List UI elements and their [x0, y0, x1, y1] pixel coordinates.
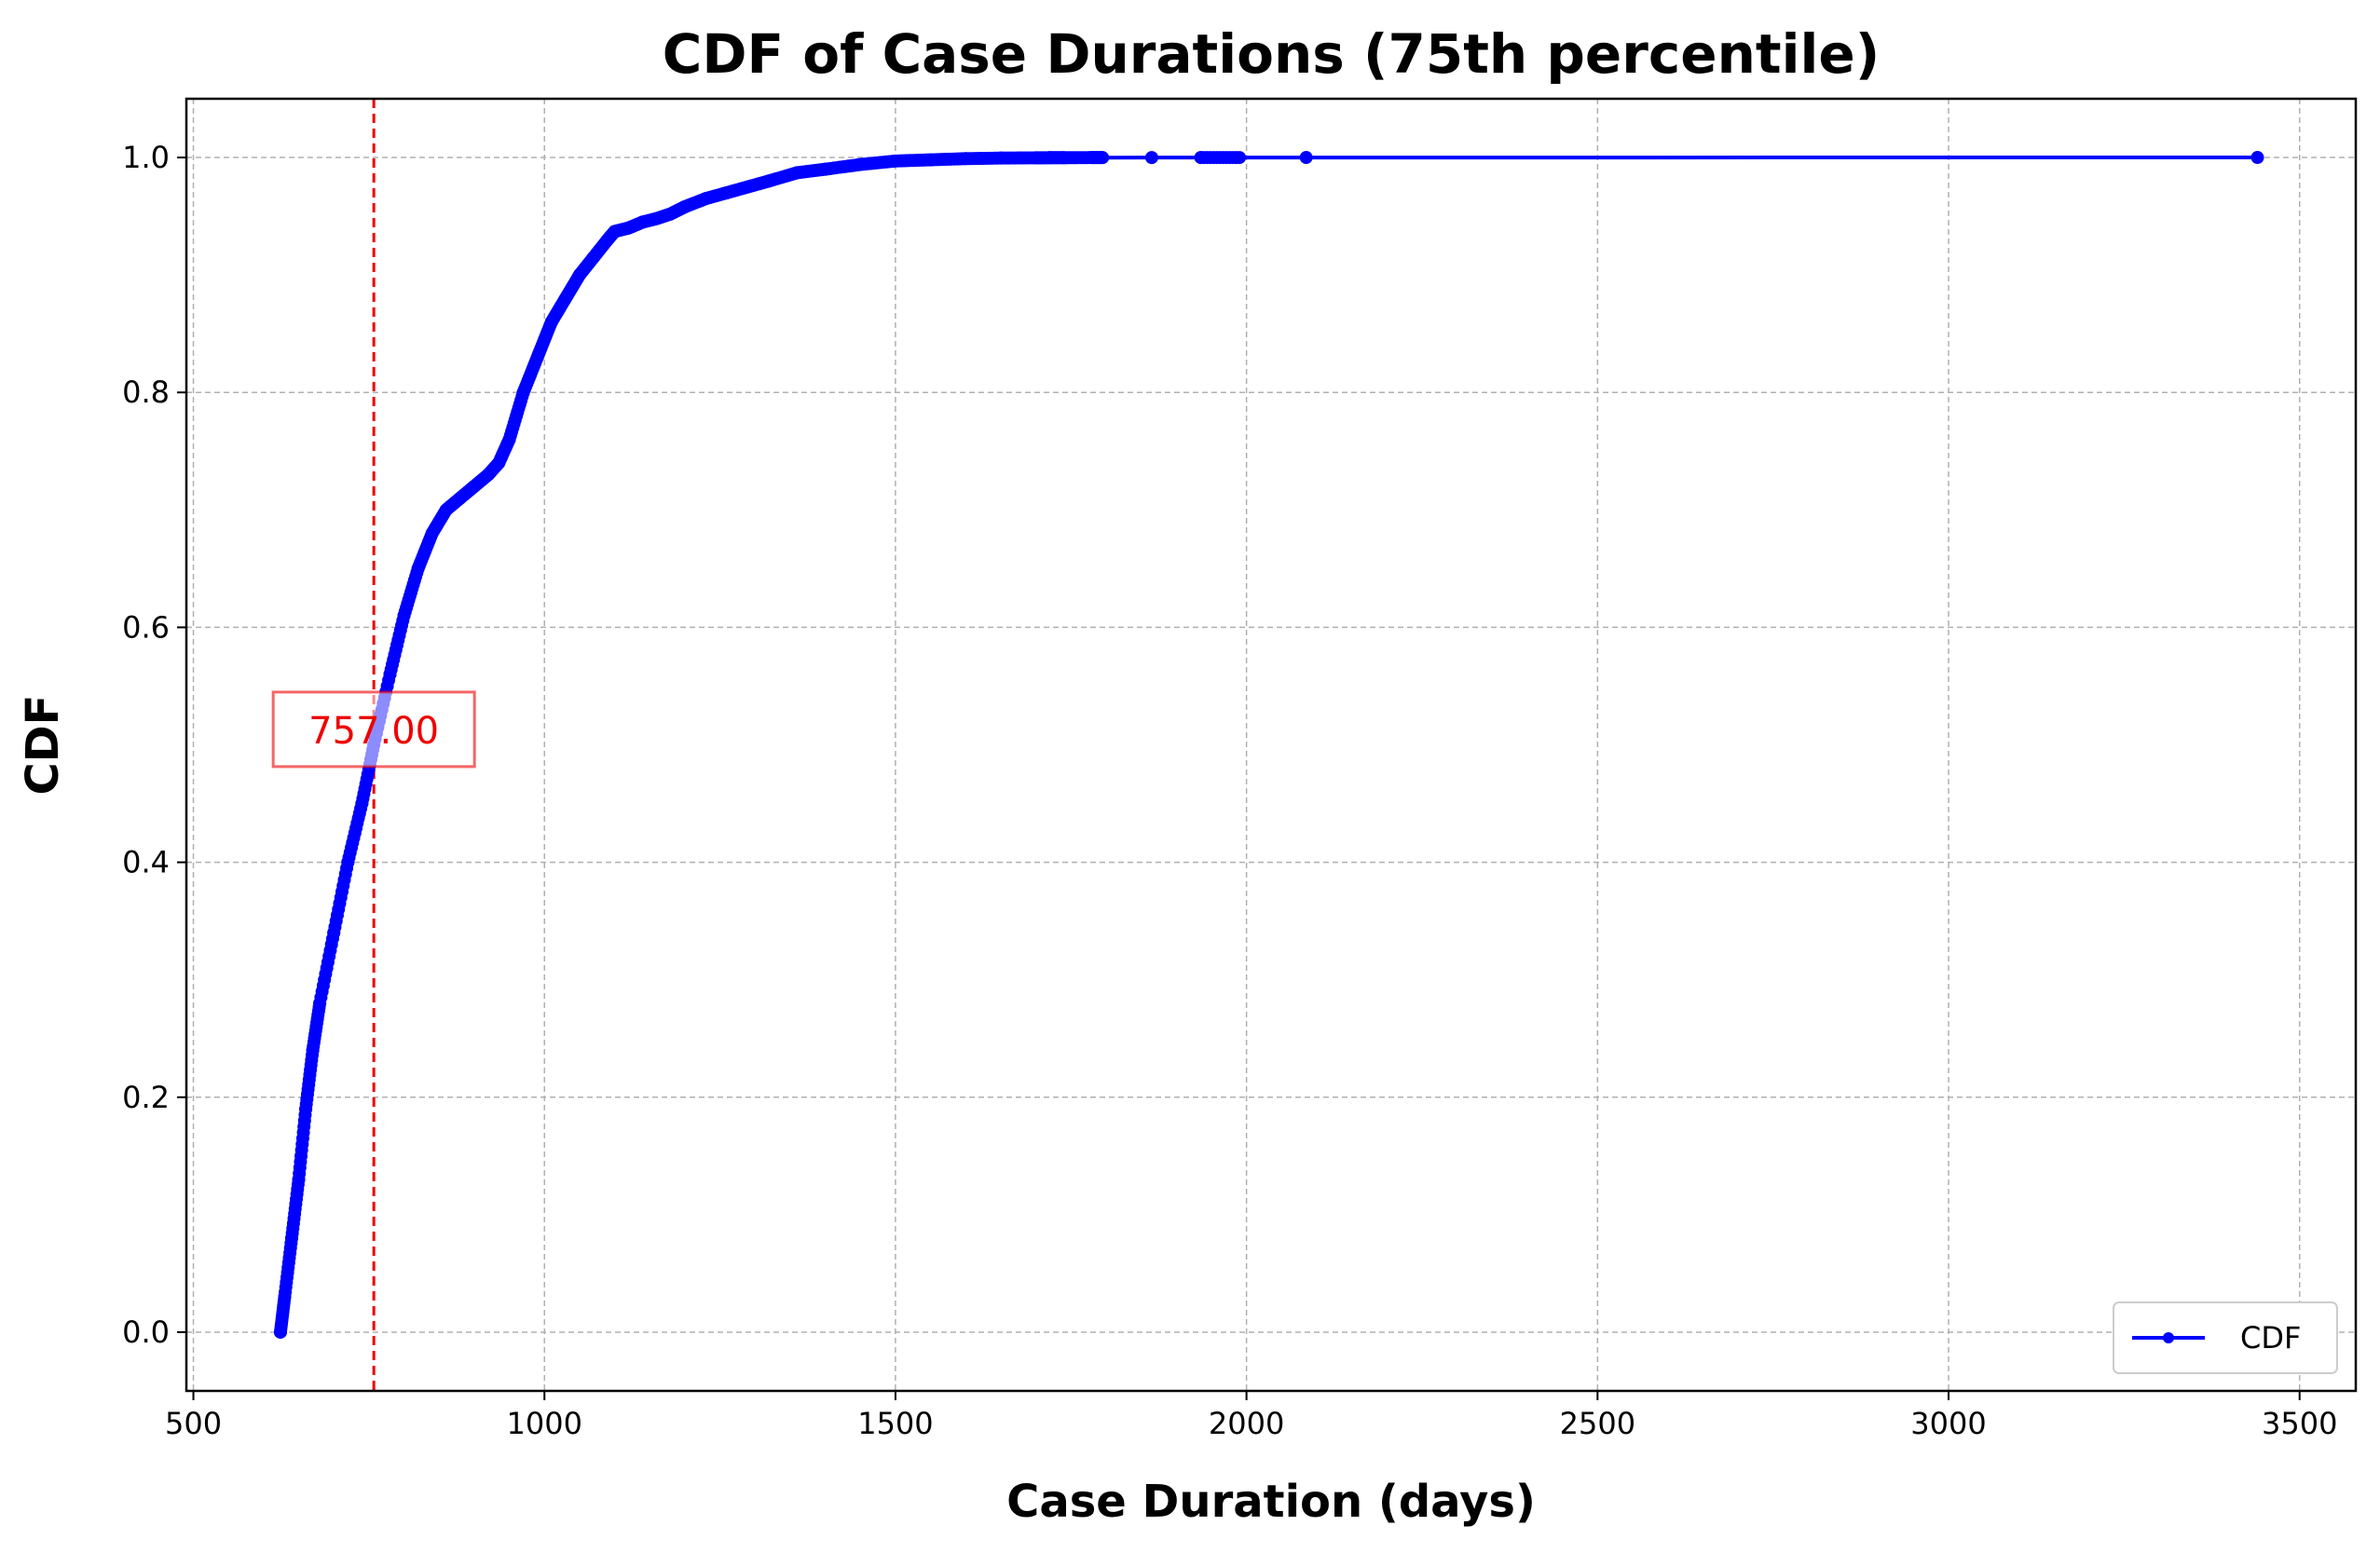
chart-title: CDF of Case Durations (75th percentile): [663, 22, 1880, 86]
cdf-data-point: [306, 1043, 320, 1057]
cdf-data-point: [1233, 151, 1247, 165]
cdf-data-point: [492, 456, 506, 470]
x-tick-label: 2500: [1560, 1406, 1635, 1441]
legend-label: CDF: [2240, 1320, 2301, 1355]
plot-area-frame: [185, 97, 2358, 1393]
legend-box: [2113, 1301, 2338, 1374]
cdf-data-point: [397, 608, 411, 622]
x-axis-title: Case Duration (days): [1006, 1476, 1536, 1528]
y-tick-label: 0.6: [122, 609, 170, 645]
cdf-data-point: [608, 225, 622, 238]
cdf-data-point: [586, 251, 600, 265]
cdf-data-point: [558, 292, 572, 306]
cdf-data-point: [572, 268, 586, 282]
cdf-data-point: [1085, 151, 1099, 165]
cdf-data-point: [467, 480, 481, 494]
cdf-data-point: [699, 192, 713, 206]
cdf-data-point: [502, 432, 516, 446]
annotation-layer: 757.00: [271, 690, 476, 769]
cdf-data-point: [762, 174, 776, 188]
cdf-data-point: [1096, 151, 1110, 165]
legend: CDF: [2113, 1301, 2338, 1374]
cdf-data-point: [790, 166, 804, 180]
x-tick-label: 1000: [507, 1406, 582, 1441]
x-tick-label: 3000: [1910, 1406, 1986, 1441]
cdf-data-point: [285, 1232, 299, 1246]
cdf-data-point: [453, 491, 467, 505]
cdf-data-point: [622, 221, 636, 235]
x-tick-label: 2000: [1209, 1406, 1284, 1441]
cdf-data-point: [2250, 151, 2264, 165]
cdf-data-point: [854, 157, 868, 171]
cdf-data-point: [516, 386, 530, 400]
cdf-data-point: [818, 162, 832, 176]
y-axis-title: CDF: [17, 695, 69, 796]
cdf-data-point: [278, 1290, 292, 1304]
y-tick-label: 1.0: [122, 140, 170, 175]
cdf-data-point: [1029, 151, 1043, 165]
x-tick-label: 500: [165, 1406, 222, 1441]
cdf-data-point: [481, 468, 495, 482]
cdf-data-point: [439, 503, 453, 517]
cdf-data-point: [383, 667, 397, 681]
cdf-data-point: [923, 153, 937, 167]
y-tick-label: 0.4: [122, 845, 170, 880]
cdf-data-point: [425, 526, 439, 540]
grid: [186, 99, 2356, 1391]
cdf-data-point: [663, 207, 677, 221]
cdf-data-point: [411, 562, 425, 576]
cdf-data-point: [341, 855, 355, 869]
cdf-data-point: [636, 215, 650, 229]
cdf-data-point: [1043, 151, 1057, 165]
cdf-data-point: [741, 180, 755, 194]
y-tick-label: 0.0: [122, 1315, 170, 1350]
cdf-data-point: [993, 151, 1007, 165]
cdf-data-point: [720, 185, 734, 199]
cdf-data-point: [313, 996, 327, 1010]
cdf-data-point: [299, 1102, 313, 1116]
cdf-data-point: [677, 200, 691, 214]
cdf-data-point: [650, 211, 663, 225]
axis-ticks: 500 1000 1500 2000 2500 3000 3500 0.0 0.2 0.4 0.6 0…: [122, 140, 2337, 1441]
cdf-data-point: [1299, 151, 1313, 165]
y-tick-label: 0.8: [122, 375, 170, 410]
x-tick-label: 1500: [857, 1406, 933, 1441]
cdf-data-point: [530, 350, 544, 364]
y-tick-label: 0.2: [122, 1080, 170, 1115]
cdf-data-point: [1144, 151, 1158, 165]
x-tick-label: 3500: [2262, 1406, 2337, 1441]
cdf-data-point: [1194, 151, 1208, 165]
annotation-box: [271, 690, 476, 769]
series-layer: [273, 151, 2264, 1339]
annotation-label: 757.00: [308, 710, 439, 753]
cdf-data-point: [292, 1173, 306, 1187]
cdf-data-point: [544, 315, 558, 329]
cdf-data-point: [273, 1325, 287, 1339]
cdf-data-point: [959, 152, 973, 166]
cdf-data-point: [327, 926, 341, 940]
legend-marker-swatch: [2163, 1332, 2174, 1343]
cdf-data-point: [1057, 151, 1071, 165]
cdf-data-point: [355, 797, 369, 811]
cdf-data-point: [888, 154, 902, 168]
